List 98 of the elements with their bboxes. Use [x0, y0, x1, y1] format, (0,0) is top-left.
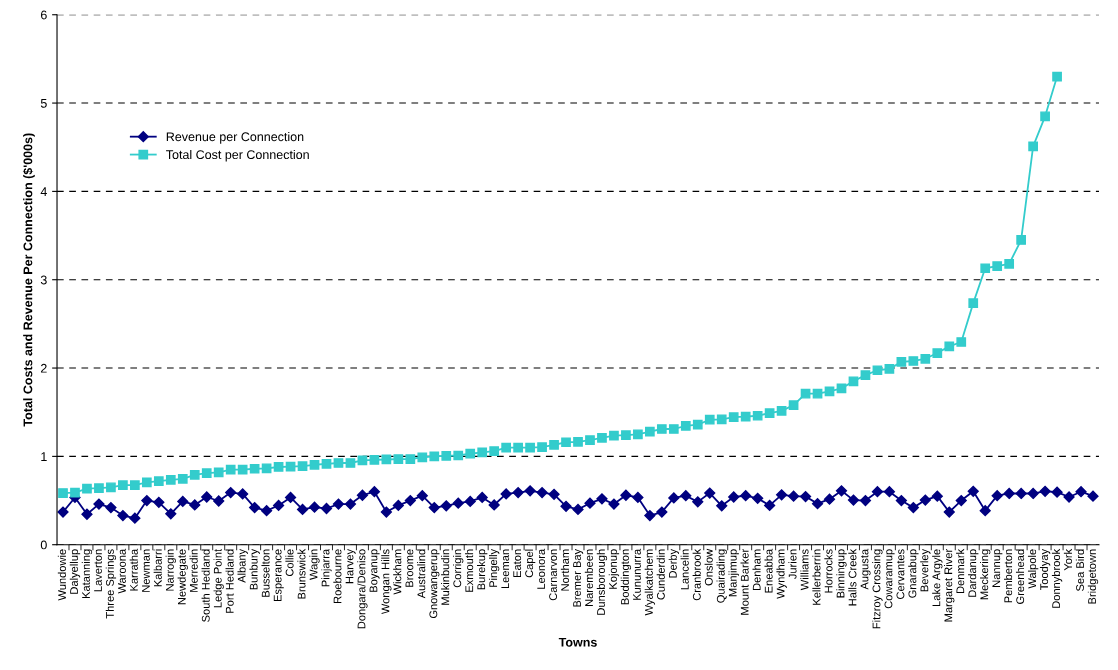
x-tick-label: Boyanup — [369, 549, 380, 592]
x-tick-label: Dalyellup — [69, 549, 81, 594]
x-tick-label: Manjimup — [728, 549, 739, 597]
x-tick-label: Albany — [237, 548, 248, 583]
x-tick-label: Collie — [285, 549, 294, 577]
x-tick-label: Horrocks — [824, 549, 833, 593]
x-tick-label: Newman — [142, 549, 150, 592]
y-axis-title: Total Costs and Revenue Per Connection ($'000s) — [22, 133, 35, 427]
x-tick-label: Binningup — [836, 549, 847, 598]
x-tick-label: South Hedland — [201, 549, 210, 622]
y-tick-label: 3 — [40, 275, 47, 285]
x-tick-label: Eneabba — [764, 548, 773, 593]
x-tick-label: Wongan Hills — [381, 549, 392, 615]
x-tick-label: York — [1063, 548, 1073, 571]
x-tick-label: Exmouth — [465, 549, 474, 592]
x-tick-label: Onslow — [704, 548, 713, 586]
x-tick-label: Brunswick — [297, 548, 306, 599]
x-tick-label: Pingelly — [488, 548, 500, 587]
y-tick-label: 0 — [40, 540, 47, 550]
x-tick-label: Esperance — [273, 549, 284, 602]
y-tick-label: 4 — [40, 187, 47, 196]
x-tick-label: Burekup — [477, 549, 488, 590]
x-tick-label: Greenhead — [1015, 549, 1025, 604]
x-tick-label: Wyndham — [776, 549, 787, 599]
x-tick-label: Eaton — [513, 549, 522, 577]
x-tick-label: Broome — [405, 549, 414, 587]
x-tick-label: Pinjarra — [321, 548, 332, 587]
x-tick-label: Jurien — [788, 549, 797, 579]
x-tick-label: Waroona — [118, 548, 126, 594]
x-tick-label: Kojonup — [608, 549, 620, 589]
x-tick-label: Northam — [560, 549, 570, 591]
x-tick-label: Beverley — [920, 548, 931, 592]
x-tick-label: Wundowie — [57, 549, 66, 601]
x-tick-label: Three Springs — [105, 549, 117, 619]
x-tick-label: Carnarvon — [549, 549, 558, 601]
x-tick-label: Williams — [800, 549, 809, 591]
x-tick-label: Boddington — [620, 549, 632, 605]
x-tick-label: Cervantes — [896, 549, 905, 599]
x-tick-label: Walpole — [1027, 549, 1039, 589]
x-tick-label: Margaret River — [944, 549, 955, 622]
x-tick-label: Laverton — [94, 549, 102, 592]
x-tick-label: Bremer Bay — [573, 548, 584, 607]
x-tick-label: Karratha — [129, 548, 138, 591]
x-tick-label: Wyalkatchem — [644, 549, 656, 616]
x-tick-label: Bunbury — [249, 548, 260, 590]
x-tick-label: Cowaramup — [884, 549, 895, 609]
x-tick-label: Quairading — [716, 549, 727, 603]
y-tick-label: 1 — [41, 452, 47, 461]
x-tick-label: Merredin — [189, 549, 198, 592]
x-tick-label: Corrigin — [453, 549, 464, 588]
x-tick-label: Kalbarri — [153, 549, 162, 587]
x-tick-label: Augusta — [860, 548, 871, 590]
x-tick-label: Gnowangerup — [429, 549, 440, 619]
x-tick-label: Fitzroy Crossing — [872, 549, 883, 629]
x-axis-title: Towns — [558, 637, 597, 647]
x-tick-label: Denmark — [956, 548, 965, 594]
x-tick-label: Lancelin — [680, 549, 689, 590]
y-tick-label: 6 — [40, 10, 47, 20]
x-tick-label: Newdegate — [177, 549, 188, 605]
x-tick-label: Wagin — [309, 549, 320, 580]
x-tick-label: Narembeen — [584, 549, 593, 607]
x-tick-label: Halls Creek — [848, 548, 857, 606]
x-tick-label: Kellerberrin — [812, 549, 821, 605]
x-tick-label: Port Hedland — [225, 549, 234, 613]
x-tick-label: Mount Barker — [740, 549, 749, 615]
x-tick-label: Gnarabup — [908, 549, 919, 598]
x-tick-label: Sea Bird — [1075, 549, 1085, 591]
x-tick-label: Donnybrook — [1051, 548, 1063, 608]
x-tick-label: Narrogin — [165, 549, 176, 591]
x-tick-label: Meckering — [980, 549, 991, 600]
x-tick-label: Australind — [417, 549, 426, 599]
x-tick-label: Toodyay — [1039, 548, 1051, 590]
x-tick-label: Leeman — [501, 549, 510, 589]
x-tick-label: Busselton — [261, 549, 270, 597]
legend-label: Revenue per Connection — [166, 131, 304, 144]
x-tick-label: Ledge Point — [213, 548, 224, 608]
x-tick-label: Roebourne — [333, 549, 342, 603]
y-tick-label: 2 — [40, 363, 47, 373]
x-tick-label: Capel — [524, 549, 536, 578]
x-tick-label: Denham — [752, 549, 761, 590]
y-tick-label: 5 — [40, 99, 47, 108]
x-tick-label: Lake Argyle — [932, 549, 943, 607]
x-tick-label: Cunderdin — [656, 549, 665, 600]
x-tick-label: Harvey — [345, 548, 356, 584]
x-tick-label: Pemberton — [1003, 549, 1013, 603]
x-tick-label: Mukinbudin — [441, 549, 450, 605]
x-tick-label: Wickham — [393, 549, 402, 595]
legend-label: Total Cost per Connection — [166, 149, 309, 162]
x-tick-label: Kununurra — [633, 548, 641, 600]
x-tick-label: Leonora — [537, 548, 546, 589]
x-tick-label: Katanning — [81, 549, 93, 599]
x-tick-label: Dongara/Deniso — [357, 549, 368, 629]
x-tick-label: Cranbrook — [692, 548, 701, 601]
x-tick-label: Nannup — [992, 549, 1003, 587]
x-tick-label: Bridgetown — [1087, 549, 1099, 604]
x-tick-label: Dardanup — [968, 549, 979, 597]
x-tick-label: Derby — [668, 548, 679, 578]
x-tick-label: Dunsborough — [596, 549, 608, 615]
